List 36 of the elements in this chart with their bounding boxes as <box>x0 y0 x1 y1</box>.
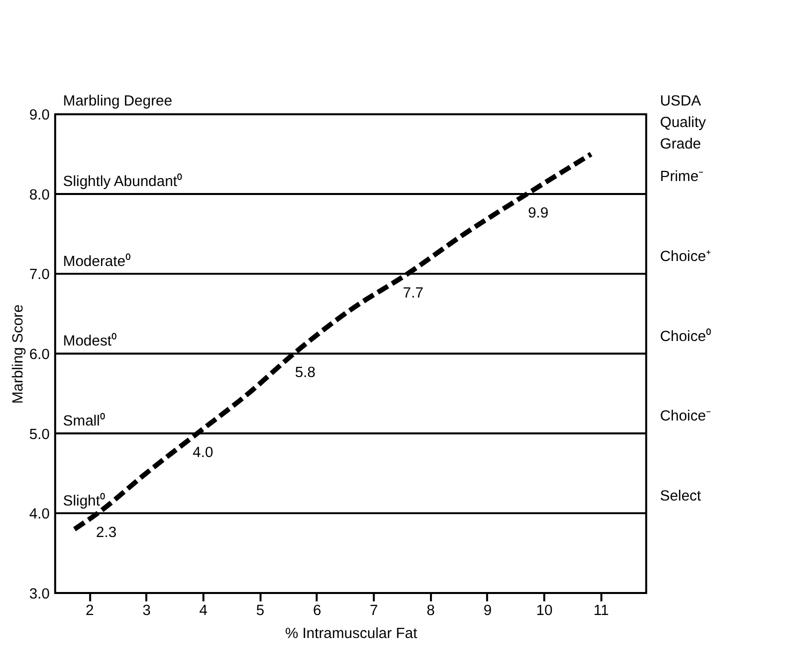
x-tick-label: 10 <box>536 603 553 620</box>
y-tick-label: 6.0 <box>29 347 50 364</box>
x-tick-label: 7 <box>370 603 378 620</box>
y-tick-label: 8.0 <box>29 187 50 204</box>
annotation: 4.0 <box>192 445 214 462</box>
y-tick-label: 7.0 <box>29 267 50 284</box>
x-tick-label: 3 <box>142 603 151 620</box>
ref-line-label: Slightly Abundant⁰ <box>63 173 182 190</box>
text: Select <box>660 488 702 504</box>
ref-line-label: Slight⁰ <box>63 492 105 510</box>
annotation: 2.3 <box>96 524 117 541</box>
text: Marbling Degree <box>63 93 172 110</box>
ref-line-label: Modest⁰ <box>63 332 116 350</box>
x-tick-label: 4 <box>199 603 208 620</box>
x-tick-label: 2 <box>86 603 94 620</box>
y-tick-label: 3.0 <box>29 586 50 602</box>
text: USDA Quality Grade <box>660 93 707 153</box>
ref-line-label: Small⁰ <box>63 412 105 430</box>
ref-line-label: Moderate⁰ <box>63 252 130 270</box>
x-tick-label: 6 <box>312 603 322 620</box>
annotation: 7.7 <box>402 285 424 302</box>
text: Choice⁺ <box>660 249 711 266</box>
x-tick-label: 5 <box>256 603 264 620</box>
x-tick-label: 9 <box>483 603 492 620</box>
annotation: 5.8 <box>294 365 316 382</box>
y-tick-label: 4.0 <box>29 506 50 523</box>
x-tick-label: 8 <box>426 603 435 620</box>
annotation: 9.9 <box>528 206 548 222</box>
y-tick-label: 9.0 <box>29 108 50 124</box>
x-tick-label: 11 <box>594 603 609 620</box>
text: Choice⁰ <box>660 328 711 345</box>
y-axis-title: Marbling Score <box>10 304 26 404</box>
text: Choice⁻ <box>660 408 711 425</box>
y-tick-label: 5.0 <box>29 426 50 443</box>
x-axis-title: % Intramuscular Fat <box>285 626 418 642</box>
text: Prime⁻ <box>660 169 704 186</box>
